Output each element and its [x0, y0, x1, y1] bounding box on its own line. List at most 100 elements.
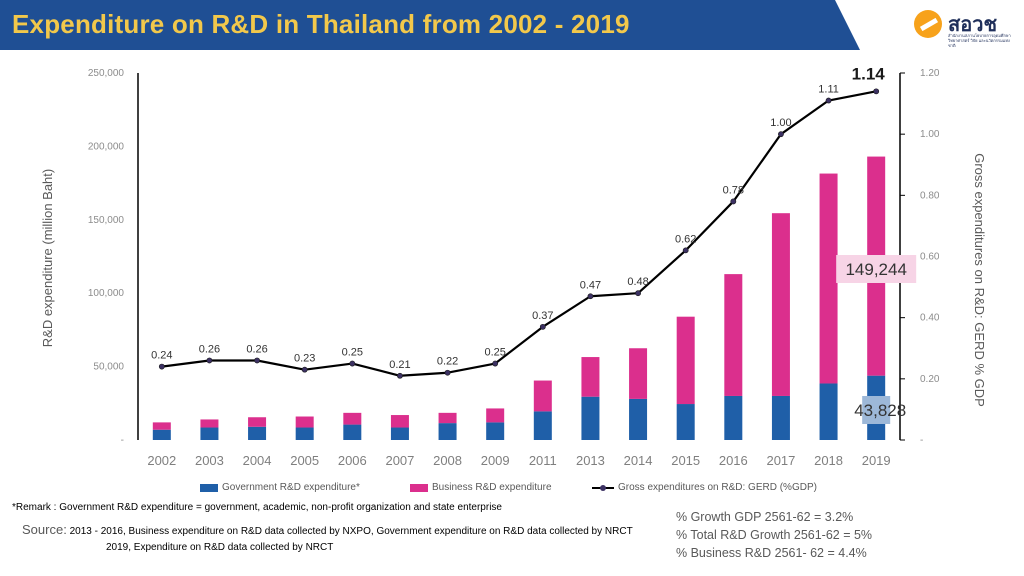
- gerd-line: [161, 90, 877, 377]
- y-right-tick-label: 0.20: [920, 374, 940, 385]
- bar-business-2013: [581, 357, 600, 397]
- legend-item-gerd: Gross expenditures on R&D: GERD (%GDP): [592, 482, 817, 493]
- bar-business-2002: [152, 422, 171, 430]
- legend-swatch-government: [200, 483, 218, 492]
- bar-government-2003: [200, 427, 219, 440]
- bar-business-2016: [724, 274, 743, 396]
- x-tick-label-2016: 2016: [719, 453, 748, 468]
- y-left-tick-label: 150,000: [88, 215, 125, 226]
- gerd-data-label-2013: 0.47: [580, 279, 601, 291]
- bar-business-2005: [295, 416, 314, 428]
- bar-government-2018: [819, 383, 838, 440]
- gerd-data-label-2011: 0.37: [532, 310, 553, 322]
- bar-business-2003: [200, 419, 219, 428]
- y-right-tick-label: 0.40: [920, 313, 940, 324]
- legend-item-government: Government R&D expenditure*: [200, 482, 360, 493]
- chart-title: Expenditure on R&D in Thailand from 2002…: [12, 9, 630, 39]
- gerd-point-2011: [539, 323, 546, 330]
- y-right-tick-label: 1.00: [920, 129, 940, 140]
- x-tick-label-2006: 2006: [338, 453, 367, 468]
- y-right-tick-label: 0.80: [920, 190, 940, 201]
- legend-item-business: Business R&D expenditure: [410, 482, 552, 493]
- remark-note: *Remark : Government R&D expenditure = g…: [12, 502, 502, 513]
- gerd-data-label-2014: 0.48: [627, 276, 648, 288]
- business-callout-bg: [836, 255, 917, 283]
- legend-label-business: Business R&D expenditure: [432, 482, 552, 493]
- legend-swatch-gerd: [592, 484, 614, 491]
- logo-subtext: สำนักงานสภานโยบายการอุดมศึกษา วิทยาศาสตร…: [948, 33, 1011, 48]
- growth-total-rd: % Total R&D Growth 2561-62 = 5%: [676, 528, 873, 542]
- business-callout-2019: 149,244: [845, 260, 906, 279]
- y-axis-right-title: Gross expenditures on R&D: GERD % GDP: [972, 153, 987, 407]
- source-label: Source:: [22, 522, 67, 537]
- bar-government-2008: [438, 423, 457, 440]
- gerd-data-label-2015: 0.62: [675, 233, 696, 245]
- gerd-data-label-2004: 0.26: [246, 343, 267, 355]
- gerd-point-2009: [492, 360, 499, 367]
- bar-government-2015: [676, 404, 695, 440]
- gerd-data-label-2008: 0.22: [437, 356, 458, 368]
- bar-government-2013: [581, 396, 600, 440]
- bar-government-2009: [486, 422, 505, 440]
- y-left-tick-label: 250,000: [88, 68, 125, 79]
- bar-business-2008: [438, 412, 457, 424]
- bar-business-2011: [533, 380, 552, 412]
- x-tick-label-2004: 2004: [243, 453, 272, 468]
- y-left-tick-label: 100,000: [88, 288, 125, 299]
- y-axis-left-title: R&D expenditure (million Baht): [40, 169, 55, 347]
- gerd-point-2015: [682, 247, 689, 254]
- government-callout-2019: 43,828: [854, 401, 906, 420]
- gerd-data-label-2009: 0.25: [484, 347, 505, 359]
- government-callout-bg: [862, 396, 891, 424]
- gerd-point-2018: [825, 97, 832, 104]
- y-right-tick-label: 1.20: [920, 68, 940, 79]
- bar-government-2007: [390, 427, 409, 440]
- gerd-point-2017: [778, 131, 784, 138]
- x-tick-label-2017: 2017: [766, 453, 795, 468]
- bar-business-2007: [390, 415, 409, 428]
- x-tick-label-2019: 2019: [862, 453, 891, 468]
- legend-swatch-business: [410, 483, 428, 492]
- logo-text: สอวช: [948, 14, 998, 36]
- y-left-tick-label: 50,000: [93, 362, 124, 373]
- x-tick-label-2014: 2014: [624, 453, 653, 468]
- gerd-point-2008: [444, 369, 451, 376]
- bar-business-2006: [343, 412, 362, 425]
- bar-business-2009: [486, 408, 505, 423]
- x-tick-label-2013: 2013: [576, 453, 605, 468]
- source-line-2: 2019, Expenditure on R&D data collected …: [106, 542, 334, 553]
- x-tick-label-2003: 2003: [195, 453, 224, 468]
- gerd-data-label-2007: 0.21: [389, 359, 410, 371]
- gerd-point-2014: [635, 290, 641, 297]
- bar-government-2005: [295, 427, 314, 440]
- bar-government-2002: [152, 429, 171, 440]
- gerd-point-2004: [254, 357, 260, 364]
- bar-government-2011: [533, 411, 552, 440]
- gerd-point-2019: [873, 88, 880, 95]
- legend-label-government: Government R&D expenditure*: [222, 482, 360, 493]
- gerd-point-2002: [158, 363, 165, 370]
- gerd-point-2007: [397, 372, 403, 379]
- x-tick-label-2018: 2018: [814, 453, 843, 468]
- bar-government-2014: [629, 398, 648, 440]
- x-tick-label-2007: 2007: [385, 453, 414, 468]
- bar-government-2017: [771, 395, 790, 440]
- y-left-tick-label: 200,000: [88, 141, 125, 152]
- legend-label-gerd: Gross expenditures on R&D: GERD (%GDP): [618, 482, 817, 493]
- nxpo-logo: สอวช สำนักงานสภานโยบายการอุดมศึกษา วิทยา…: [910, 6, 1014, 50]
- x-tick-label-2011: 2011: [529, 453, 557, 468]
- x-tick-label-2009: 2009: [481, 453, 510, 468]
- growth-stats: % Growth GDP 2561-62 = 3.2% % Total R&D …: [676, 508, 872, 562]
- bar-business-2018: [819, 173, 838, 384]
- gerd-data-label-2006: 0.25: [342, 347, 363, 359]
- bar-government-2006: [343, 424, 362, 440]
- gerd-data-label-2018: 1.11: [818, 84, 839, 96]
- gerd-point-2005: [301, 366, 308, 373]
- x-tick-label-2002: 2002: [147, 453, 176, 468]
- bar-business-2004: [248, 417, 267, 427]
- x-tick-label-2008: 2008: [433, 453, 462, 468]
- bar-business-2015: [676, 316, 695, 405]
- gerd-point-2016: [730, 198, 737, 205]
- y-right-tick-label: -: [920, 435, 923, 446]
